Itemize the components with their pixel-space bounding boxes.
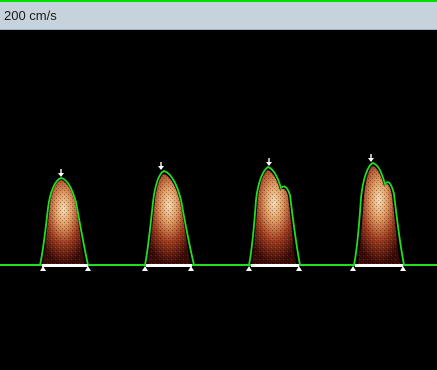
envelope-trace <box>353 162 405 266</box>
triangle-icon <box>350 266 356 271</box>
interval-bar <box>355 264 403 267</box>
down-arrow-icon <box>266 158 272 166</box>
cardiac-cycle <box>39 169 91 271</box>
cardiac-cycle <box>350 154 406 271</box>
triangle-icon <box>40 266 46 271</box>
down-arrow-icon <box>368 154 374 162</box>
velocity-scale-label: 200 cm/s <box>4 8 57 23</box>
envelope-trace <box>144 170 195 266</box>
scale-header-bar: 200 cm/s <box>0 2 437 30</box>
envelope-trace <box>39 177 89 266</box>
down-arrow-icon <box>158 162 164 170</box>
interval-bar <box>42 264 88 267</box>
cardiac-cycle <box>142 162 195 271</box>
spectrum-texture <box>358 166 400 264</box>
envelope-trace <box>248 166 301 266</box>
spectrum-texture <box>148 174 190 264</box>
top-border-line <box>0 0 437 2</box>
down-arrow-icon <box>58 169 64 177</box>
interval-bar <box>146 264 192 267</box>
interval-bar <box>251 264 299 267</box>
triangle-icon <box>188 266 194 271</box>
triangle-icon <box>400 266 406 271</box>
triangle-icon <box>142 266 148 271</box>
doppler-spectral-display <box>0 154 437 271</box>
cardiac-cycle <box>246 158 302 271</box>
triangle-icon <box>296 266 302 271</box>
spectrum-texture <box>252 170 296 264</box>
spectrum-texture <box>43 180 84 264</box>
triangle-icon <box>85 266 91 271</box>
triangle-icon <box>246 266 252 271</box>
